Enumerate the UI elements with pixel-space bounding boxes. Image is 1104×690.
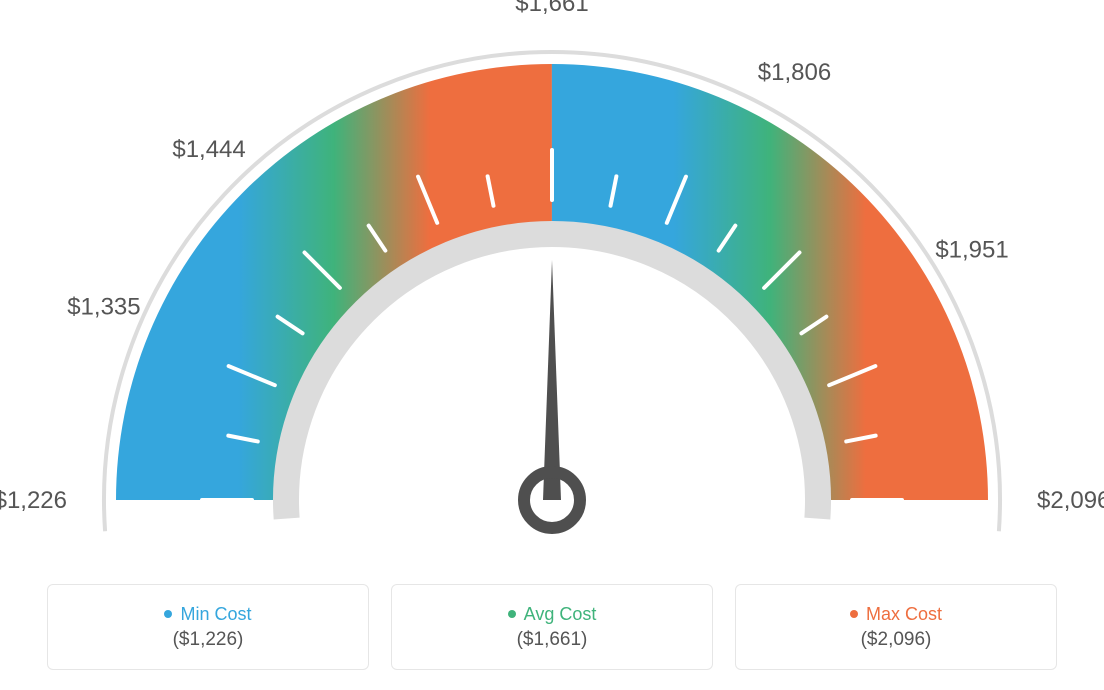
cost-gauge-infographic: $1,226 $1,335 $1,444 $1,661 $1,806 $1,951 $2,0…: [0, 0, 1104, 690]
svg-text:$1,444: $1,444: [172, 136, 245, 163]
avg-cost-card: Avg Cost ($1,661): [391, 584, 713, 670]
svg-text:$1,951: $1,951: [935, 237, 1008, 264]
min-dot-icon: [164, 610, 172, 618]
min-cost-title: Min Cost: [180, 604, 251, 625]
gauge-svg: $1,226 $1,335 $1,444 $1,661 $1,806 $1,951 $2,0…: [0, 0, 1104, 560]
svg-text:$1,335: $1,335: [67, 293, 140, 320]
max-cost-title: Max Cost: [866, 604, 942, 625]
max-dot-icon: [850, 610, 858, 618]
svg-text:$1,226: $1,226: [0, 487, 67, 514]
avg-cost-title: Avg Cost: [524, 604, 597, 625]
svg-text:$2,096: $2,096: [1037, 487, 1104, 514]
max-cost-value: ($2,096): [861, 629, 932, 651]
avg-cost-value: ($1,661): [517, 629, 588, 651]
min-cost-value: ($1,226): [173, 629, 244, 651]
max-cost-card: Max Cost ($2,096): [735, 584, 1057, 670]
svg-text:$1,806: $1,806: [758, 59, 831, 86]
gauge-chart: $1,226 $1,335 $1,444 $1,661 $1,806 $1,951 $2,0…: [0, 0, 1104, 560]
min-cost-card: Min Cost ($1,226): [47, 584, 369, 670]
cost-cards-row: Min Cost ($1,226) Avg Cost ($1,661) Max …: [0, 584, 1104, 670]
avg-dot-icon: [508, 610, 516, 618]
svg-text:$1,661: $1,661: [515, 0, 588, 17]
